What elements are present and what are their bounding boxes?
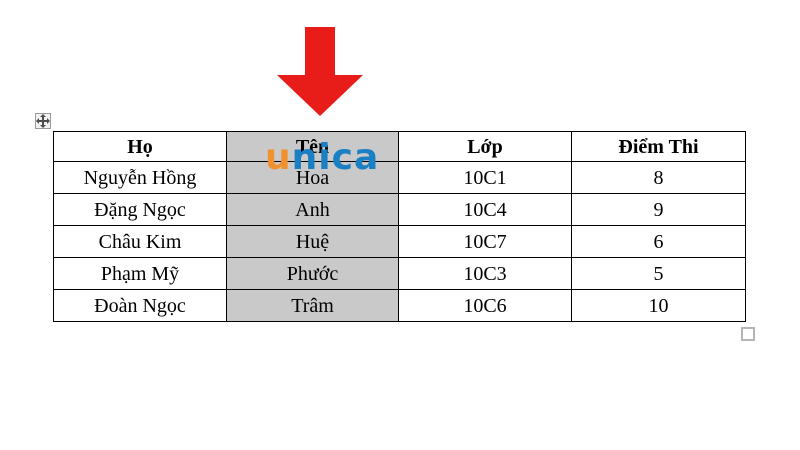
cell-diem[interactable]: 9: [571, 193, 746, 226]
cell-ho[interactable]: Phạm Mỹ: [53, 257, 227, 290]
down-arrow-icon: [275, 27, 365, 116]
column-header-ten[interactable]: Tên: [226, 131, 399, 162]
cell-ho[interactable]: Đặng Ngọc: [53, 193, 227, 226]
cell-diem[interactable]: 6: [571, 225, 746, 258]
table-header-row: Họ Tên Lớp Điểm Thi: [53, 131, 746, 162]
table-resize-handle[interactable]: [741, 327, 755, 341]
table-row: Đặng Ngọc Anh 10C4 9: [53, 193, 746, 226]
column-header-lop[interactable]: Lớp: [398, 131, 572, 162]
cell-ten[interactable]: Anh: [226, 193, 399, 226]
cell-ho[interactable]: Đoàn Ngọc: [53, 289, 227, 322]
move-cross-icon: [36, 114, 50, 128]
cell-ten[interactable]: Trâm: [226, 289, 399, 322]
cell-lop[interactable]: 10C3: [398, 257, 572, 290]
column-header-ho[interactable]: Họ: [53, 131, 227, 162]
cell-ten[interactable]: Hoa: [226, 161, 399, 194]
cell-diem[interactable]: 5: [571, 257, 746, 290]
table-row: Phạm Mỹ Phước 10C3 5: [53, 257, 746, 290]
cell-diem[interactable]: 8: [571, 161, 746, 194]
cell-lop[interactable]: 10C1: [398, 161, 572, 194]
cell-lop[interactable]: 10C4: [398, 193, 572, 226]
cell-ten[interactable]: Huệ: [226, 225, 399, 258]
table-row: Đoàn Ngọc Trâm 10C6 10: [53, 289, 746, 322]
column-header-diem[interactable]: Điểm Thi: [571, 131, 746, 162]
table-move-handle[interactable]: [35, 113, 51, 129]
grades-table[interactable]: Họ Tên Lớp Điểm Thi Nguyễn Hồng Hoa 10C1…: [53, 131, 746, 322]
cell-lop[interactable]: 10C6: [398, 289, 572, 322]
cell-ten[interactable]: Phước: [226, 257, 399, 290]
cell-ho[interactable]: Châu Kim: [53, 225, 227, 258]
cell-ho[interactable]: Nguyễn Hồng: [53, 161, 227, 194]
cell-lop[interactable]: 10C7: [398, 225, 572, 258]
table-row: Châu Kim Huệ 10C7 6: [53, 225, 746, 258]
cell-diem[interactable]: 10: [571, 289, 746, 322]
table-row: Nguyễn Hồng Hoa 10C1 8: [53, 161, 746, 194]
